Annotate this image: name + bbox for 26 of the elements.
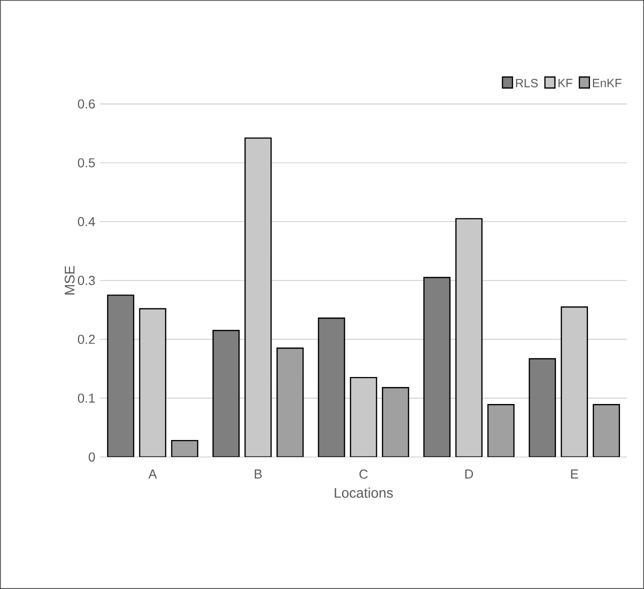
y-tick-label: 0.5 [78,158,95,168]
x-tick-label: D [465,470,473,478]
legend-label: RLS [516,78,538,88]
bar [382,388,409,458]
bar [318,318,345,458]
y-tick-label: 0.3 [78,276,95,286]
legend-label: KF [558,78,572,88]
bar [108,295,134,458]
bar [488,404,514,458]
x-tick-label: C [359,470,368,479]
y-tick-label: 0.4 [78,217,96,226]
y-tick-label: 0.1 [78,394,95,403]
bar [528,358,556,458]
bar [424,278,450,458]
y-tick-label: 0.6 [78,99,95,109]
bar [277,348,304,458]
x-tick-label: B [254,470,262,478]
y-axis-title: MSE [64,266,75,294]
x-axis-title: Locations [334,488,393,498]
x-tick-label: E [571,470,578,478]
y-tick-label: 0.2 [78,334,95,344]
bar [213,330,240,458]
x-tick-label: A [148,470,157,478]
legend-label: EnKF [592,78,622,88]
bar [592,404,620,458]
y-tick-label: 0 [88,452,95,462]
